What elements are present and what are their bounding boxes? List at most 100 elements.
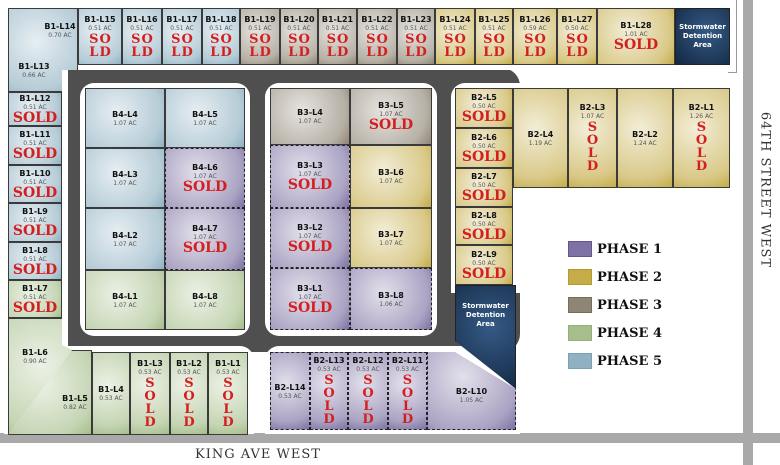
lot-b4-l1[interactable]: B4-L1 1.07 AC [85, 270, 165, 330]
lot-b1-l2[interactable]: B1-L2 0.53 AC S O L D [170, 352, 208, 435]
lot-acreage: 0.53 AC [138, 368, 162, 376]
lot-b1-l27[interactable]: B1-L27 0.50 AC S O L D [557, 8, 597, 65]
lot-acreage: 1.07 AC [113, 179, 137, 187]
lot-number: B2-L1 [688, 103, 715, 112]
lot-label-group: B1-L4 0.53 AC [98, 385, 124, 402]
lot-b1-l10[interactable]: B1-L10 0.51 AC SOLD [8, 165, 62, 203]
lot-b1-l17[interactable]: B1-L17 0.51 AC S O L D [162, 8, 202, 65]
road-king-ave [0, 433, 780, 443]
legend-label: PHASE 3 [597, 297, 663, 313]
lot-b4-l3[interactable]: B4-L3 1.07 AC [85, 148, 165, 208]
lot-acreage: 1.07 AC [193, 233, 217, 241]
lot-b3-l3[interactable]: B3-L3 1.07 AC SOLD [270, 145, 350, 208]
lot-b1-l18[interactable]: B1-L18 0.51 AC S O L D [202, 8, 240, 65]
lot-b2-l2[interactable]: B2-L2 1.24 AC [617, 88, 673, 188]
lot-number: B1-L3 [137, 358, 163, 368]
lot-b1-l20[interactable]: B1-L20 0.51 AC S O L D [280, 8, 318, 65]
lot-b1-l4[interactable]: B1-L4 0.53 AC [92, 352, 130, 435]
lot-b1-l25[interactable]: B1-L25 0.51 AC S O L D [475, 8, 513, 65]
lot-b1-l24[interactable]: B1-L24 0.51 AC S O L D [435, 8, 475, 65]
sold-stamp: SOLD [287, 177, 333, 193]
lot-b1-l8[interactable]: B1-L8 0.51 AC SOLD [8, 242, 62, 280]
lot-b1-l16[interactable]: B1-L16 0.51 AC S O L D [122, 8, 162, 65]
legend-label: PHASE 1 [597, 241, 663, 257]
lot-b2-l7[interactable]: B2-L7 0.50 AC SOLD [455, 168, 513, 207]
lot-b1-l22[interactable]: B1-L22 0.51 AC S O L D [357, 8, 397, 65]
lot-b2-l3[interactable]: B2-L3 1.07 AC S O L D [568, 88, 617, 188]
lot-acreage: 0.51 AC [23, 255, 47, 263]
lot-b1-l26[interactable]: B1-L26 0.59 AC S O L D [513, 8, 557, 65]
lot-b4-l8[interactable]: B4-L8 1.07 AC [165, 270, 245, 330]
lot-label-group: B1-L19 0.51 AC [244, 15, 275, 32]
lot-b2-l5[interactable]: B2-L5 0.50 AC SOLD [455, 88, 513, 128]
lot-number: B4-L3 [112, 169, 138, 179]
lot-number: B1-L14 [44, 21, 76, 31]
lot-b3-l8[interactable]: B3-L8 1.06 AC [350, 268, 432, 330]
lot-b3-l1[interactable]: B3-L1 1.07 AC SOLD [270, 268, 350, 330]
lot-b1-l11[interactable]: B1-L11 0.51 AC SOLD [8, 126, 62, 165]
lot-b4-l7[interactable]: B4-L7 1.07 AC SOLD [165, 208, 245, 270]
lot-b2-l8[interactable]: B2-L8 0.50 AC SOLD [455, 207, 513, 245]
lot-acreage: 1.07 AC [580, 113, 605, 120]
lot-number: B2-L9 [471, 249, 497, 259]
lot-acreage: 0.90 AC [23, 358, 47, 365]
lot-acreage: 0.53 AC [356, 366, 380, 373]
lot-b2-l14[interactable]: B2-L14 0.53 AC [270, 352, 310, 430]
legend-label: PHASE 4 [597, 325, 663, 341]
sold-stamp: SOLD [12, 261, 58, 278]
lot-b1-l28[interactable]: B1-L28 1.01 AC SOLD [597, 8, 675, 65]
lot-b2-l13[interactable]: B2-L13 0.53 AC S O L D [310, 352, 348, 430]
lot-label-group: B1-L7 0.51 AC [22, 284, 48, 301]
lot-b1-l3[interactable]: B1-L3 0.53 AC S O L D [130, 352, 170, 435]
lot-label-group: B2-L4 1.19 AC [528, 130, 554, 147]
lot-b3-l5[interactable]: B3-L5 1.07 AC SOLD [350, 88, 432, 145]
lot-b2-l11[interactable]: B2-L11 0.53 AC S O L D [388, 352, 427, 430]
lot-b4-l2[interactable]: B4-L2 1.07 AC [85, 208, 165, 270]
lot-number: B2-L4 [527, 129, 554, 139]
lot-b2-l9[interactable]: B2-L9 0.50 AC SOLD [455, 245, 513, 285]
lot-b1-l1[interactable]: B1-L1 0.53 AC S O L D [208, 352, 248, 435]
lot-b1-l23[interactable]: B1-L23 0.51 AC S O L D [397, 8, 435, 65]
lot-label-group: B1-L1 0.53 AC [215, 359, 241, 376]
lot-label-group: B3-L8 1.06 AC [378, 291, 404, 308]
sold-stamp: SOLD [461, 188, 507, 204]
lot-b4-l6[interactable]: B4-L6 1.07 AC SOLD [165, 148, 245, 208]
lot-b1-l19[interactable]: B1-L19 0.51 AC S O L D [240, 8, 280, 65]
lot-b1-l21[interactable]: B1-L21 0.51 AC S O L D [318, 8, 357, 65]
lot-number: B2-L11 [391, 356, 424, 365]
lot-b3-l2[interactable]: B3-L2 1.07 AC SOLD [270, 208, 350, 268]
lot-b3-l6[interactable]: B3-L6 1.07 AC [350, 145, 432, 208]
lot-b1-l15[interactable]: B1-L15 0.51 AC S O L D [78, 8, 122, 65]
lot-acreage: 0.53 AC [216, 368, 240, 376]
lot-label-group: B1-L10 0.51 AC [19, 169, 50, 186]
lot-number: B1-L18 [205, 14, 237, 24]
lot-label-group: B1-L22 0.51 AC [361, 15, 392, 32]
lot-b2-l1[interactable]: B2-L1 1.26 AC S O L D [673, 88, 730, 188]
lot-acreage: 0.53 AC [395, 366, 420, 373]
lot-b4-l4[interactable]: B4-L4 1.07 AC [85, 88, 165, 148]
lot-acreage: 1.01 AC [624, 31, 648, 38]
lot-b2-l6[interactable]: B2-L6 0.50 AC SOLD [455, 128, 513, 168]
lot-acreage: 0.50 AC [472, 102, 496, 110]
lot-b2-l4[interactable]: B2-L4 1.19 AC [513, 88, 568, 188]
lot-b4-l5[interactable]: B4-L5 1.07 AC [165, 88, 245, 148]
lot-label-group: B1-L11 0.51 AC [19, 130, 50, 147]
lot-b1-l12[interactable]: B1-L12 0.51 AC SOLD [8, 92, 62, 126]
lot-label-group: B3-L7 1.07 AC [378, 230, 404, 247]
lot-acreage: 0.50 AC [472, 259, 496, 267]
lot-b2-l12[interactable]: B2-L12 0.53 AC S O L D [348, 352, 388, 430]
lot-acreage: 1.07 AC [379, 239, 403, 247]
legend-label: PHASE 2 [597, 269, 663, 285]
legend-swatch [568, 241, 592, 257]
lot-b3-l7[interactable]: B3-L7 1.07 AC [350, 208, 432, 268]
lot-b1-l9[interactable]: B1-L9 0.51 AC SOLD [8, 203, 62, 242]
lot-b3-l4[interactable]: B3-L4 1.07 AC [270, 88, 350, 145]
lot-b1-l7[interactable]: B1-L7 0.51 AC SOLD [8, 280, 62, 318]
sold-stamp: SOLD [12, 109, 58, 126]
